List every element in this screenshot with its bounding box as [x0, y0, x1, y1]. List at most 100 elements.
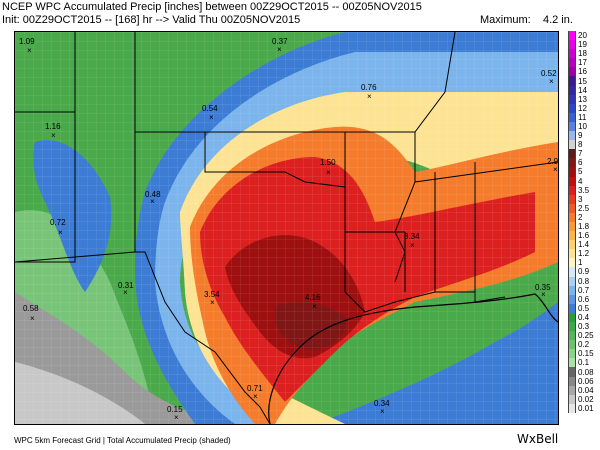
legend-swatch: [568, 403, 576, 413]
station-value: 0.52: [541, 69, 557, 78]
legend-swatch: [568, 231, 576, 241]
station-marker: ×: [51, 131, 56, 140]
legend-swatch: [568, 367, 576, 377]
legend-row: 18: [568, 49, 600, 59]
station-marker: ×: [30, 314, 35, 323]
legend-row: 0.2: [568, 340, 600, 350]
legend-label: 16: [578, 67, 587, 77]
legend-swatch: [568, 385, 576, 395]
legend-row: 1.6: [568, 231, 600, 241]
station-marker: ×: [58, 228, 63, 237]
legend-label: 6: [578, 158, 583, 168]
legend-label: 2.5: [578, 203, 590, 213]
wxbell-logo: WxBell: [517, 432, 559, 446]
legend-row: 0.08: [568, 367, 600, 377]
legend-swatch: [568, 294, 576, 304]
legend-label: 0.06: [578, 376, 594, 386]
legend-swatch: [568, 358, 576, 368]
county-lines: [15, 32, 558, 424]
legend-label: 0.2: [578, 340, 590, 350]
legend-swatch: [568, 303, 576, 313]
legend-swatch: [568, 49, 576, 59]
legend-label: 1.8: [578, 222, 590, 232]
precip-shading: [15, 32, 558, 424]
legend-row: 0.04: [568, 385, 600, 395]
legend-swatch: [568, 40, 576, 50]
legend-row: 13: [568, 94, 600, 104]
legend-swatch: [568, 103, 576, 113]
legend-row: 2.5: [568, 203, 600, 213]
legend-label: 0.4: [578, 312, 590, 322]
legend-label: 3: [578, 194, 583, 204]
legend-swatch: [568, 267, 576, 277]
legend-label: 0.15: [578, 349, 594, 359]
legend-row: 11: [568, 112, 600, 122]
legend-label: 1: [578, 258, 583, 268]
station-value: 4.16: [305, 293, 321, 302]
legend-label: 17: [578, 58, 587, 68]
station-value: 0.37: [272, 37, 288, 46]
legend-swatch: [568, 158, 576, 168]
legend-swatch: [568, 167, 576, 177]
legend-row: 0.5: [568, 303, 600, 313]
legend-label: 0.9: [578, 267, 590, 277]
legend-swatch: [568, 394, 576, 404]
legend-swatch: [568, 94, 576, 104]
legend-swatch: [568, 194, 576, 204]
legend-swatch: [568, 149, 576, 159]
legend-swatch: [568, 349, 576, 359]
legend-row: 3: [568, 194, 600, 204]
legend-swatch: [568, 340, 576, 350]
station-marker: ×: [410, 241, 415, 250]
legend-label: 1.6: [578, 231, 590, 241]
legend-row: 0.8: [568, 276, 600, 286]
station-value: 0.31: [118, 281, 134, 290]
legend-label: 0.02: [578, 394, 594, 404]
legend-label: 0.08: [578, 367, 594, 377]
legend-swatch: [568, 121, 576, 132]
station-marker: ×: [253, 392, 258, 401]
station-value: 0.48: [145, 190, 161, 199]
legend-row: 3.5: [568, 185, 600, 195]
legend-row: 10: [568, 121, 600, 132]
legend-swatch: [568, 312, 576, 322]
legend-row: 2: [568, 212, 600, 222]
legend-label: 0.6: [578, 294, 590, 304]
legend-swatch: [568, 276, 576, 286]
legend-label: 10: [578, 121, 587, 131]
legend-label: 1.4: [578, 240, 590, 250]
map-footer: WPC 5km Forecast Grid | Total Accumulate…: [14, 436, 231, 445]
station-value: 0.76: [361, 83, 377, 92]
legend-row: 20: [568, 31, 600, 41]
legend-swatch: [568, 67, 576, 77]
legend-swatch: [568, 322, 576, 332]
station-value: 0.72: [50, 218, 66, 227]
station-marker: ×: [553, 165, 558, 174]
legend-row: 1: [568, 258, 600, 268]
legend-row: 9: [568, 131, 600, 141]
station-marker: ×: [209, 113, 214, 122]
legend-label: 0.3: [578, 322, 590, 332]
map-title: NCEP WPC Accumulated Precip [inches] bet…: [2, 1, 422, 13]
legend-label: 8: [578, 140, 583, 150]
station-marker: ×: [549, 77, 554, 86]
legend-row: 1.8: [568, 221, 600, 232]
legend-label: 0.04: [578, 385, 594, 395]
legend-row: 12: [568, 103, 600, 113]
precip-map: 1.09 × 0.37 × 0.52 × 0.76 × 0.54 × 1.16 …: [14, 31, 559, 425]
color-scale-legend: 20 19 18 17 16 15 14 13 12 11 10 9 8 7 6 5 4 3.5 3 2.5 2 1.8 1…: [568, 31, 600, 413]
legend-label: 0.1: [578, 358, 590, 368]
legend-label: 20: [578, 31, 587, 41]
legend-label: 5: [578, 167, 583, 177]
legend-row: 0.9: [568, 267, 600, 277]
station-value: 3.54: [204, 290, 220, 299]
legend-swatch: [568, 140, 576, 150]
station-marker: ×: [326, 168, 331, 177]
legend-label: 0.7: [578, 285, 590, 295]
legend-row: 0.06: [568, 376, 600, 386]
legend-swatch: [568, 58, 576, 68]
station-marker: ×: [312, 302, 317, 311]
station-marker: ×: [27, 46, 32, 55]
legend-row: 0.3: [568, 322, 600, 332]
legend-label: 0.25: [578, 331, 594, 341]
